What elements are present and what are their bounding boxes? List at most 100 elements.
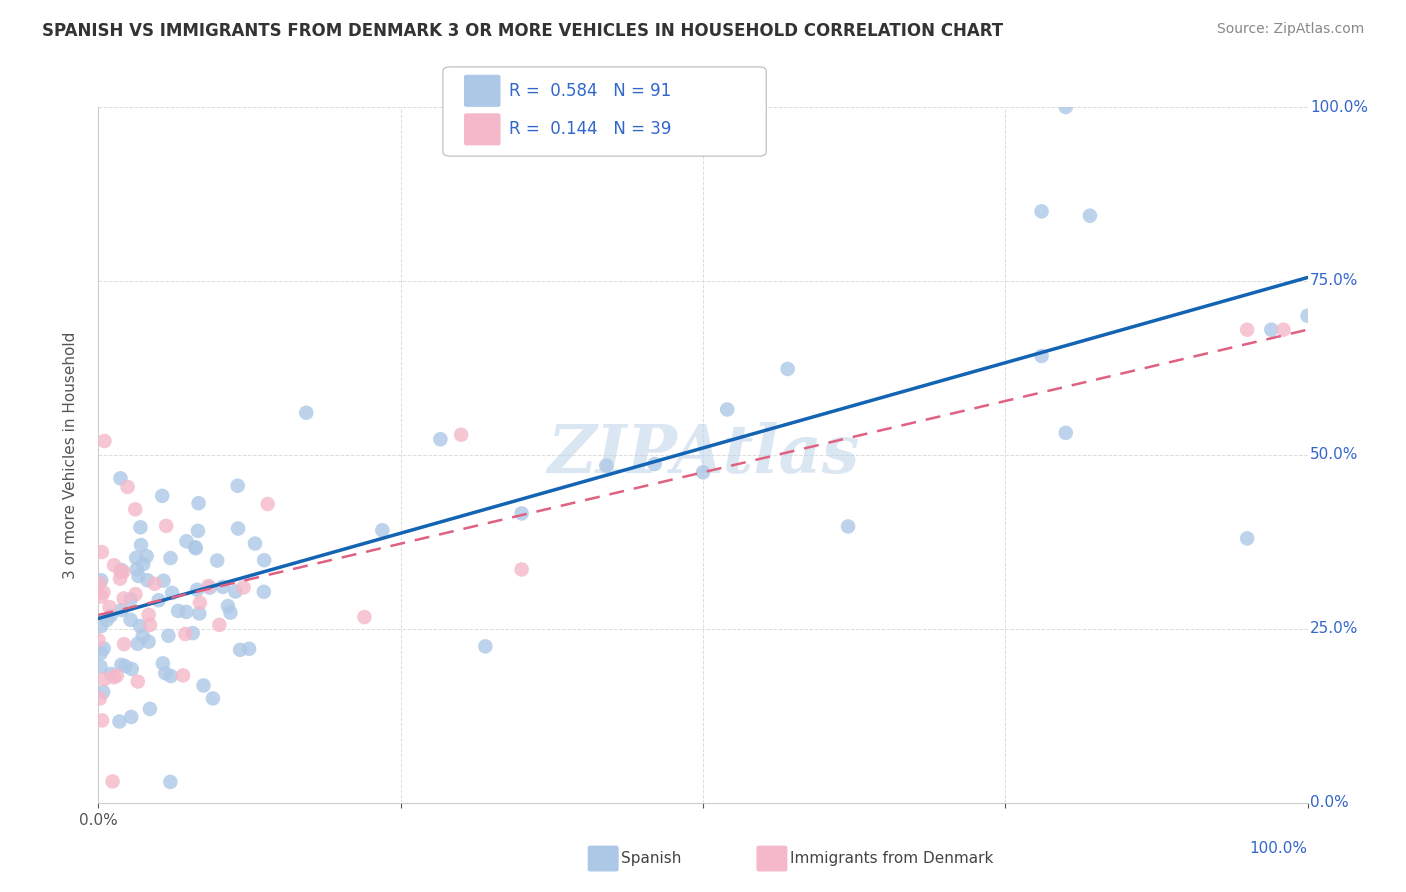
Point bbox=[101, 774, 124, 789]
Point bbox=[90, 619, 112, 633]
Point bbox=[450, 427, 472, 442]
Point bbox=[256, 497, 278, 511]
Point bbox=[167, 604, 190, 618]
Point bbox=[108, 714, 131, 729]
Point bbox=[127, 569, 149, 583]
Point bbox=[184, 540, 207, 554]
Y-axis label: 3 or more Vehicles in Household: 3 or more Vehicles in Household bbox=[63, 331, 77, 579]
Point bbox=[157, 629, 180, 643]
Point bbox=[114, 659, 136, 673]
Point bbox=[89, 691, 111, 706]
Point bbox=[121, 662, 143, 676]
Point bbox=[96, 613, 118, 627]
Point bbox=[155, 666, 177, 681]
Point bbox=[112, 565, 135, 579]
Point bbox=[692, 466, 714, 480]
Point bbox=[1031, 349, 1053, 363]
Point bbox=[125, 562, 148, 576]
Point bbox=[187, 496, 209, 510]
Point bbox=[120, 592, 142, 607]
Point bbox=[110, 565, 132, 579]
Point bbox=[1296, 309, 1319, 323]
Point bbox=[93, 585, 115, 599]
Text: R =  0.584   N = 91: R = 0.584 N = 91 bbox=[509, 82, 671, 100]
Point bbox=[510, 507, 533, 521]
Point bbox=[150, 489, 173, 503]
Text: 100.0%: 100.0% bbox=[1250, 841, 1308, 856]
Point bbox=[510, 562, 533, 576]
Text: ZIPAtlas: ZIPAtlas bbox=[547, 423, 859, 487]
Point bbox=[103, 558, 125, 573]
Point bbox=[353, 610, 375, 624]
Point bbox=[238, 641, 260, 656]
Point bbox=[1031, 204, 1053, 219]
Point bbox=[120, 710, 142, 724]
Point bbox=[429, 432, 451, 446]
Point bbox=[124, 587, 146, 601]
Point bbox=[837, 519, 859, 533]
Point bbox=[110, 657, 132, 672]
Point bbox=[1272, 323, 1295, 337]
Point bbox=[127, 674, 149, 689]
Point bbox=[124, 502, 146, 516]
Point bbox=[159, 775, 181, 789]
Point bbox=[160, 586, 183, 600]
Point bbox=[187, 524, 209, 538]
Point bbox=[716, 402, 738, 417]
Point bbox=[229, 643, 252, 657]
Point bbox=[201, 691, 224, 706]
Point bbox=[371, 523, 394, 537]
Point bbox=[89, 576, 111, 591]
Point bbox=[1054, 100, 1077, 114]
Text: 50.0%: 50.0% bbox=[1310, 448, 1358, 462]
Point bbox=[110, 563, 132, 577]
Point bbox=[174, 605, 197, 619]
Point bbox=[1054, 425, 1077, 440]
Point bbox=[644, 457, 666, 471]
Point bbox=[91, 685, 114, 699]
Point bbox=[253, 553, 276, 567]
Point bbox=[129, 520, 152, 534]
Point bbox=[111, 603, 134, 617]
Point bbox=[474, 640, 496, 654]
Point bbox=[152, 657, 174, 671]
Point bbox=[1078, 209, 1101, 223]
Text: 75.0%: 75.0% bbox=[1310, 274, 1358, 288]
Point bbox=[193, 679, 215, 693]
Text: 100.0%: 100.0% bbox=[1310, 100, 1368, 114]
Point bbox=[112, 591, 135, 606]
Text: Immigrants from Denmark: Immigrants from Denmark bbox=[790, 851, 994, 865]
Point bbox=[184, 541, 207, 556]
Point bbox=[139, 702, 162, 716]
Text: R =  0.144   N = 39: R = 0.144 N = 39 bbox=[509, 120, 671, 138]
Point bbox=[595, 458, 617, 473]
Point bbox=[232, 581, 254, 595]
Point bbox=[172, 668, 194, 682]
Point bbox=[226, 522, 249, 536]
Point bbox=[219, 606, 242, 620]
Point bbox=[132, 629, 155, 643]
Point bbox=[174, 627, 197, 641]
Point bbox=[198, 581, 221, 595]
Point bbox=[98, 600, 121, 615]
Point bbox=[93, 641, 115, 656]
Point bbox=[176, 534, 198, 549]
Point bbox=[253, 584, 276, 599]
Point bbox=[90, 574, 112, 588]
Point bbox=[226, 479, 249, 493]
Point bbox=[243, 536, 266, 550]
Point bbox=[135, 549, 157, 563]
Point bbox=[186, 582, 208, 597]
Point bbox=[112, 637, 135, 651]
Point bbox=[129, 538, 152, 552]
Point bbox=[181, 626, 204, 640]
Point bbox=[148, 593, 170, 607]
Point bbox=[211, 580, 233, 594]
Point bbox=[127, 637, 149, 651]
Point bbox=[1260, 323, 1282, 337]
Point bbox=[139, 618, 162, 632]
Point bbox=[125, 550, 148, 565]
Point bbox=[117, 480, 139, 494]
Point bbox=[295, 406, 318, 420]
Point bbox=[120, 613, 142, 627]
